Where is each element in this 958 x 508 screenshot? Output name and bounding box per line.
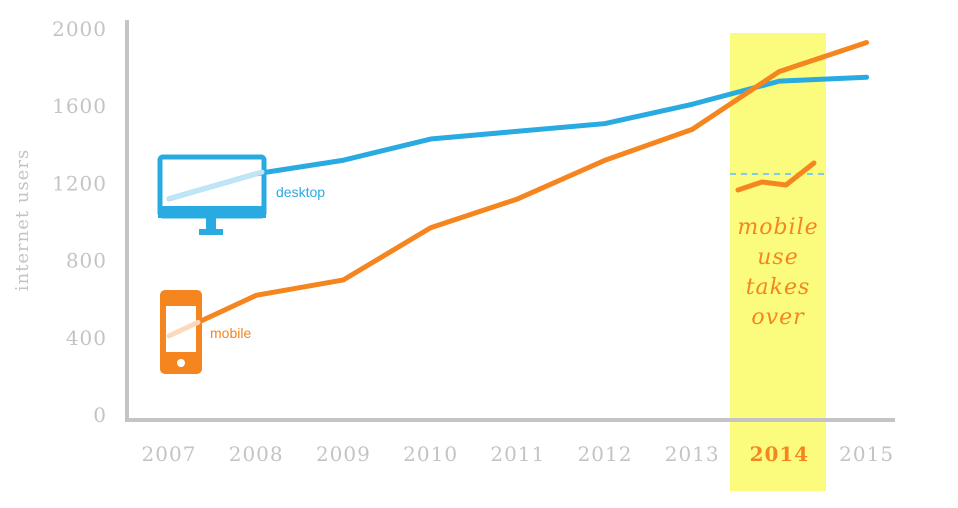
series-lines [166,40,870,339]
monitor-icon [157,154,267,235]
y-tick-label: 2000 [52,17,107,41]
y-tick-label: 800 [66,249,107,273]
series-label-mobile: mobile [210,325,251,341]
x-tick-label: 2010 [403,442,458,466]
series-line-mobile [166,40,870,339]
annotation-line: over [751,305,805,330]
x-tick-labels: 2007 2008 2009 2010 2011 2012 2013 2014 2015 [142,442,894,466]
y-tick-labels: 0 400 800 1200 1600 2000 [52,17,107,427]
mini-trend-mobile-line [735,160,817,193]
annotation-line: mobile [737,215,818,240]
y-axis-label: internet users [12,149,33,291]
y-tick-label: 1200 [52,171,107,195]
x-tick-label: 2009 [316,442,371,466]
x-tick-label: 2012 [578,442,633,466]
x-tick-label: 2008 [229,442,284,466]
series-overlay-desktop [166,169,265,202]
highlight-annotation: mobile use takes over [737,215,818,330]
y-tick-label: 400 [66,326,107,350]
annotation-line: takes [746,275,811,300]
annotation-line: use [757,245,798,270]
series-overlay-on-icons [166,169,265,339]
y-tick-label: 1600 [52,94,107,118]
x-tick-label: 2015 [839,442,894,466]
x-tick-label: 2013 [665,442,720,466]
series-overlay-mobile [166,319,201,339]
mini-trend-glyph [730,160,826,193]
y-tick-label: 0 [93,403,107,427]
series-label-desktop: desktop [276,184,325,200]
highlight-band-2014 [730,33,826,491]
x-tick-label: 2014 [750,442,810,466]
x-tick-label: 2011 [490,442,545,466]
x-tick-label: 2007 [142,442,197,466]
